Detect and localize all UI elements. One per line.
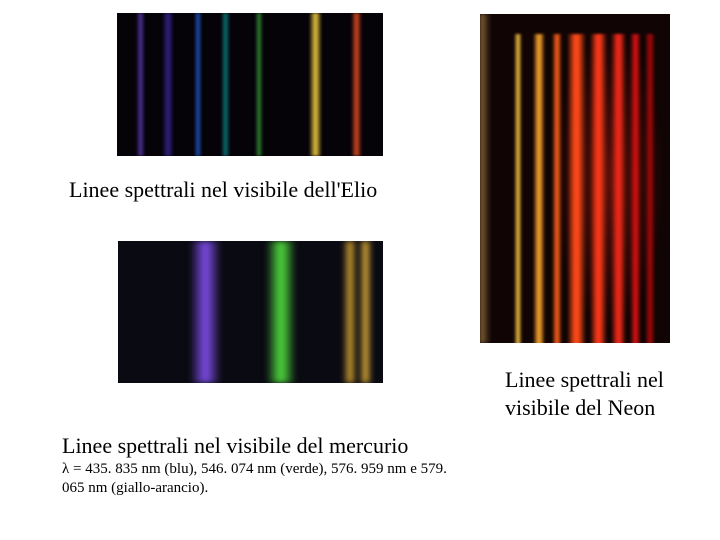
- helium-spectrum: [117, 13, 383, 156]
- neon-caption: Linee spettrali nel visibile del Neon: [505, 366, 695, 421]
- mercury-caption-title: Linee spettrali nel visibile del mercuri…: [62, 432, 472, 460]
- mercury-spectrum: [118, 241, 383, 383]
- neon-spectrum: [480, 14, 670, 343]
- helium-caption: Linee spettrali nel visibile dell'Elio: [69, 176, 429, 204]
- mercury-caption-detail: λ = 435. 835 nm (blu), 546. 074 nm (verd…: [62, 460, 452, 498]
